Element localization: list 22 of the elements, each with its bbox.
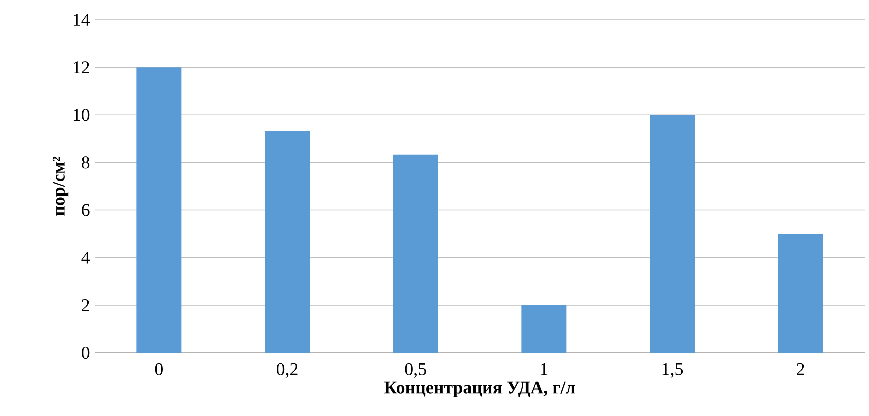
x-tick-label: 0 (155, 363, 163, 376)
bar (393, 154, 438, 353)
x-tick-label: 0,2 (276, 363, 298, 378)
x-axis-title: Концентрация УДА, г/л (384, 382, 576, 398)
bar (778, 234, 824, 353)
y-tick-label: 4 (82, 252, 90, 264)
y-tick-label: 2 (82, 299, 90, 312)
y-tick-label: 0 (82, 346, 90, 360)
bar (650, 115, 696, 353)
bar (522, 305, 567, 353)
bar (136, 68, 182, 353)
x-tick-label: 1,5 (662, 363, 684, 378)
y-tick-label: 8 (82, 156, 90, 169)
x-tick-label: 0,5 (405, 363, 426, 378)
y-axis-title: пор/см² (52, 157, 69, 216)
y-tick-label: 6 (82, 204, 90, 216)
x-tick-label: 1 (541, 363, 548, 376)
y-tick-label: 14 (74, 14, 90, 26)
y-tick-label: 12 (74, 62, 90, 74)
x-tick-label: 2 (797, 363, 804, 376)
y-tick-label: 10 (74, 109, 90, 122)
bar (265, 131, 310, 353)
